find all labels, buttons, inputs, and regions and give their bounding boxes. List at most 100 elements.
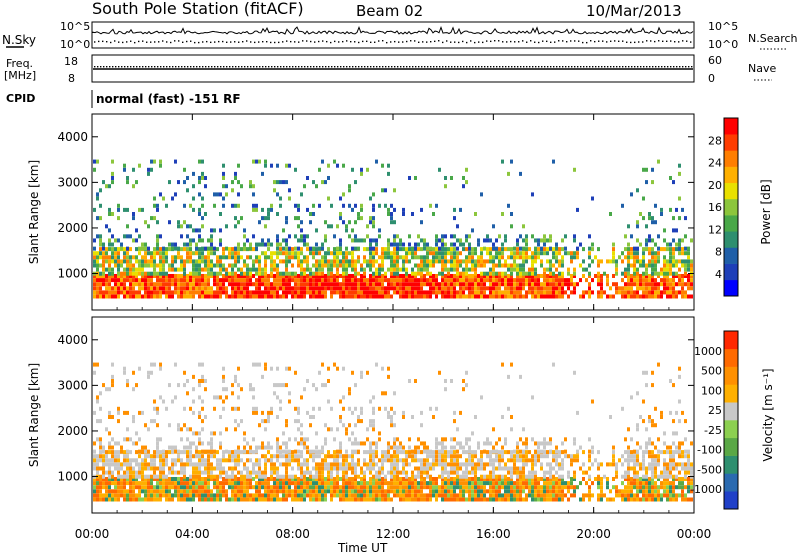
power-cell [279, 278, 282, 283]
power-cell [612, 282, 615, 287]
power-cell [231, 263, 234, 268]
velocity-cell [153, 474, 156, 479]
power-cell [93, 286, 96, 291]
power-cell [165, 203, 168, 208]
velocity-cell [408, 489, 411, 494]
power-cell [654, 220, 657, 225]
velocity-cell [420, 458, 423, 463]
velocity-cell [357, 474, 360, 479]
noise-search-trace [94, 40, 692, 44]
velocity-cell [399, 450, 402, 455]
velocity-cell [480, 485, 483, 490]
power-cell [363, 247, 366, 252]
noise-search-point [634, 41, 636, 44]
velocity-cell [96, 419, 99, 424]
power-cell [393, 207, 396, 212]
velocity-cell [174, 362, 177, 367]
nave-point [532, 66, 534, 68]
power-cell [510, 273, 513, 278]
power-cell [687, 286, 690, 291]
power-cell [543, 290, 546, 295]
noise-search-point [526, 41, 528, 43]
power-cell [351, 282, 354, 287]
velocity-cell [174, 470, 177, 475]
velocity-cell [123, 370, 126, 375]
power-cell [570, 255, 573, 260]
velocity-cell [363, 476, 366, 481]
noise-search-point [534, 41, 536, 43]
colorbar-segment [724, 166, 738, 184]
power-cell [180, 247, 183, 252]
power-cell [573, 234, 576, 239]
velocity-cell [270, 410, 273, 415]
noise-search-point [402, 41, 404, 43]
velocity-cell [234, 462, 237, 467]
power-cell [156, 263, 159, 268]
velocity-cell [387, 485, 390, 490]
velocity-cell [399, 470, 402, 475]
power-cell [192, 251, 195, 256]
power-cell [648, 282, 651, 287]
power-cell [558, 290, 561, 295]
velocity-cell [201, 462, 204, 467]
power-cell [498, 271, 501, 276]
power-cell [621, 259, 624, 264]
power-cell [657, 251, 660, 256]
power-cell [393, 263, 396, 268]
velocity-cell [444, 387, 447, 392]
power-cell [426, 255, 429, 260]
power-cell [261, 294, 264, 299]
power-cell [342, 220, 345, 225]
velocity-cell [345, 470, 348, 475]
nave-point [232, 66, 234, 68]
power-cell [597, 273, 600, 278]
velocity-cell [447, 493, 450, 498]
velocity-cell [384, 474, 387, 479]
velocity-cell [327, 378, 330, 383]
power-cell [561, 294, 564, 299]
velocity-cell [303, 437, 306, 442]
velocity-cell [234, 374, 237, 379]
power-cell [276, 278, 279, 283]
power-cell [516, 286, 519, 291]
power-cell [435, 282, 438, 287]
power-cell [288, 246, 291, 251]
power-cell [525, 278, 528, 283]
velocity-cell [315, 431, 318, 436]
power-cell [552, 278, 555, 283]
velocity-cell [462, 470, 465, 475]
power-cell [330, 278, 333, 283]
power-cell [669, 247, 672, 252]
power-cell [321, 273, 324, 278]
power-cell [375, 294, 378, 299]
power-cell [375, 259, 378, 264]
power-cell [153, 259, 156, 264]
velocity-cell [231, 458, 234, 463]
power-cell [306, 286, 309, 291]
power-cell [201, 278, 204, 283]
velocity-cell [267, 445, 270, 450]
power-cell [663, 286, 666, 291]
power-cell [168, 220, 171, 225]
velocity-cell [483, 474, 486, 479]
velocity-cell [297, 454, 300, 459]
velocity-cell [189, 427, 192, 432]
power-cell [645, 294, 648, 299]
velocity-cell [450, 497, 453, 502]
velocity-cell [102, 466, 105, 471]
velocity-cell [378, 489, 381, 494]
power-cell [486, 286, 489, 291]
velocity-cell [321, 383, 324, 388]
power-cell [159, 286, 162, 291]
power-cell [600, 278, 603, 283]
nave-point [172, 66, 174, 68]
power-cell [150, 273, 153, 278]
nave-point [139, 66, 141, 68]
power-cell [222, 196, 225, 201]
power-cell [390, 267, 393, 272]
power-cell [405, 247, 408, 252]
velocity-cell [354, 423, 357, 428]
velocity-cell [348, 476, 351, 481]
nave-point [388, 66, 390, 68]
velocity-cell [288, 391, 291, 396]
